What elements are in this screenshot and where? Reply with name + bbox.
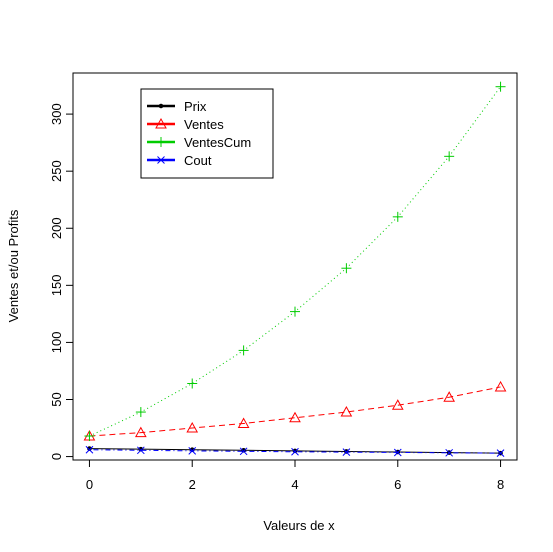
- data-point: [135, 407, 146, 418]
- y-tick-label: 200: [49, 217, 64, 239]
- legend-label: Cout: [184, 153, 212, 168]
- series-line: [89, 386, 501, 437]
- legend: Prix Ventes VentesCum Cout: [140, 88, 274, 179]
- x-tick-label: 6: [394, 477, 401, 492]
- y-tick-label: 300: [49, 103, 64, 125]
- legend-marker: [155, 117, 167, 129]
- data-point: [186, 422, 199, 433]
- x-tick-label: 4: [291, 477, 298, 492]
- x-axis-label: Valeurs de x: [263, 518, 335, 533]
- x-tick-label: 2: [189, 477, 196, 492]
- data-point: [188, 447, 197, 455]
- series-ventes: [83, 380, 507, 441]
- plot-area-frame: [72, 72, 518, 461]
- legend-marker: [157, 156, 165, 164]
- data-point: [444, 151, 455, 162]
- legend-marker: [156, 137, 166, 147]
- data-point: [392, 211, 403, 222]
- data-point: [290, 306, 300, 317]
- legend-item: Cout: [147, 153, 212, 168]
- x-tick-label: 8: [497, 477, 504, 492]
- legend-label: Ventes: [184, 117, 224, 132]
- data-point: [340, 406, 353, 417]
- y-tick-label: 100: [49, 332, 64, 354]
- y-tick-label: 50: [49, 392, 64, 406]
- legend-item: VentesCum: [147, 135, 251, 150]
- data-point: [291, 447, 299, 456]
- series-ventescum: [84, 81, 506, 442]
- legend-item: Prix: [147, 99, 207, 114]
- data-point: [494, 380, 507, 392]
- legend-marker: [158, 103, 164, 109]
- axes: 0 2 4 6 8 0 50 100 150 200 250 300: [49, 103, 504, 492]
- data-point: [238, 345, 249, 356]
- series-line: [89, 86, 501, 437]
- data-point: [496, 449, 505, 458]
- data-point: [289, 411, 301, 423]
- legend-item: Ventes: [147, 117, 224, 132]
- data-point: [237, 417, 250, 428]
- data-point: [443, 391, 456, 402]
- series-cout: [85, 445, 505, 458]
- series-layer: [83, 81, 507, 458]
- y-tick-label: 0: [49, 453, 64, 460]
- data-point: [241, 447, 246, 453]
- y-tick-label: 250: [49, 160, 64, 182]
- data-point: [391, 399, 404, 410]
- data-point: [495, 81, 506, 92]
- data-point: [84, 431, 95, 442]
- y-tick-label: 150: [49, 274, 64, 296]
- legend-label: Prix: [184, 99, 207, 114]
- legend-label: VentesCum: [184, 135, 251, 150]
- data-point: [85, 445, 94, 454]
- series-line: [89, 449, 501, 454]
- data-point: [342, 448, 351, 456]
- data-point: [445, 448, 454, 457]
- y-axis-label: Ventes et/ou Profits: [6, 209, 21, 322]
- data-point: [136, 446, 145, 455]
- data-point: [393, 448, 402, 457]
- data-point: [239, 447, 248, 456]
- data-point: [341, 263, 352, 274]
- x-tick-label: 0: [86, 477, 93, 492]
- legend-box: [140, 88, 274, 179]
- data-point: [134, 426, 147, 438]
- data-point: [187, 378, 198, 389]
